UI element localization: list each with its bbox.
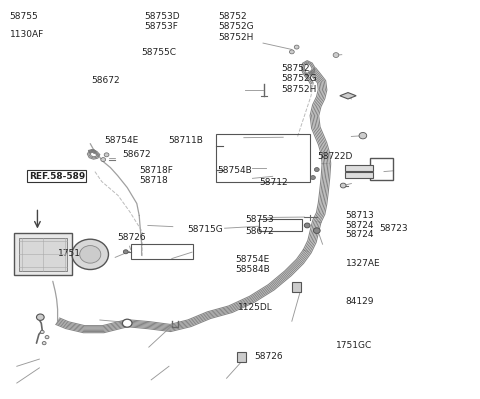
Circle shape: [304, 223, 310, 228]
Text: 58755: 58755: [10, 12, 38, 21]
Circle shape: [340, 183, 346, 188]
Text: 58712: 58712: [259, 178, 288, 187]
Text: REF.58-589: REF.58-589: [29, 172, 85, 181]
Circle shape: [101, 158, 106, 162]
Text: 1327AE: 1327AE: [346, 259, 380, 269]
Circle shape: [333, 53, 339, 57]
Circle shape: [104, 153, 109, 157]
Text: 58726: 58726: [118, 233, 146, 243]
Circle shape: [36, 314, 44, 320]
Text: 58672: 58672: [91, 76, 120, 85]
Text: 58718F
58718: 58718F 58718: [139, 166, 173, 185]
Circle shape: [313, 228, 320, 233]
Text: 84129: 84129: [346, 297, 374, 306]
Circle shape: [314, 168, 319, 172]
Text: 58754B: 58754B: [217, 166, 252, 175]
Bar: [237, 352, 246, 362]
Text: 58753: 58753: [245, 215, 274, 225]
Text: 58724: 58724: [346, 221, 374, 231]
Circle shape: [122, 319, 132, 327]
Bar: [259, 219, 302, 231]
Text: 58753D
58753F: 58753D 58753F: [144, 12, 180, 32]
Bar: [131, 244, 193, 259]
Text: 58752
58752G
58752H: 58752 58752G 58752H: [218, 12, 254, 42]
Circle shape: [45, 336, 49, 339]
Text: 58752
58752G
58752H: 58752 58752G 58752H: [281, 64, 316, 94]
Text: 58713: 58713: [346, 211, 374, 221]
Circle shape: [294, 45, 299, 49]
Bar: [370, 158, 393, 180]
Circle shape: [123, 250, 128, 254]
Text: 58723: 58723: [379, 224, 408, 233]
Text: 1125DL: 1125DL: [238, 303, 272, 312]
Text: 58754E: 58754E: [105, 136, 139, 145]
Text: 1130AF: 1130AF: [10, 30, 44, 39]
Circle shape: [40, 330, 44, 334]
Circle shape: [311, 176, 315, 180]
Circle shape: [80, 246, 101, 263]
Text: 58754E
58584B: 58754E 58584B: [235, 255, 270, 274]
Circle shape: [359, 132, 367, 139]
Text: 58672: 58672: [245, 227, 274, 237]
Circle shape: [289, 50, 294, 54]
Circle shape: [72, 239, 108, 270]
Bar: [345, 172, 373, 178]
Bar: [292, 282, 301, 292]
Bar: [14, 233, 72, 275]
Text: 58715G: 58715G: [187, 225, 223, 235]
Text: 58711B: 58711B: [168, 136, 203, 145]
Bar: [216, 134, 310, 182]
Polygon shape: [340, 93, 356, 99]
Text: 58724: 58724: [346, 230, 374, 239]
Text: 58726: 58726: [254, 352, 283, 361]
Text: 1751GC: 1751GC: [58, 249, 94, 259]
Circle shape: [42, 342, 46, 345]
Bar: [19, 238, 67, 271]
Text: 58672: 58672: [122, 150, 151, 159]
Text: 58755C: 58755C: [142, 48, 177, 57]
Text: 1751GC: 1751GC: [336, 341, 372, 350]
Text: 58722D: 58722D: [317, 152, 352, 161]
Bar: [345, 165, 373, 171]
